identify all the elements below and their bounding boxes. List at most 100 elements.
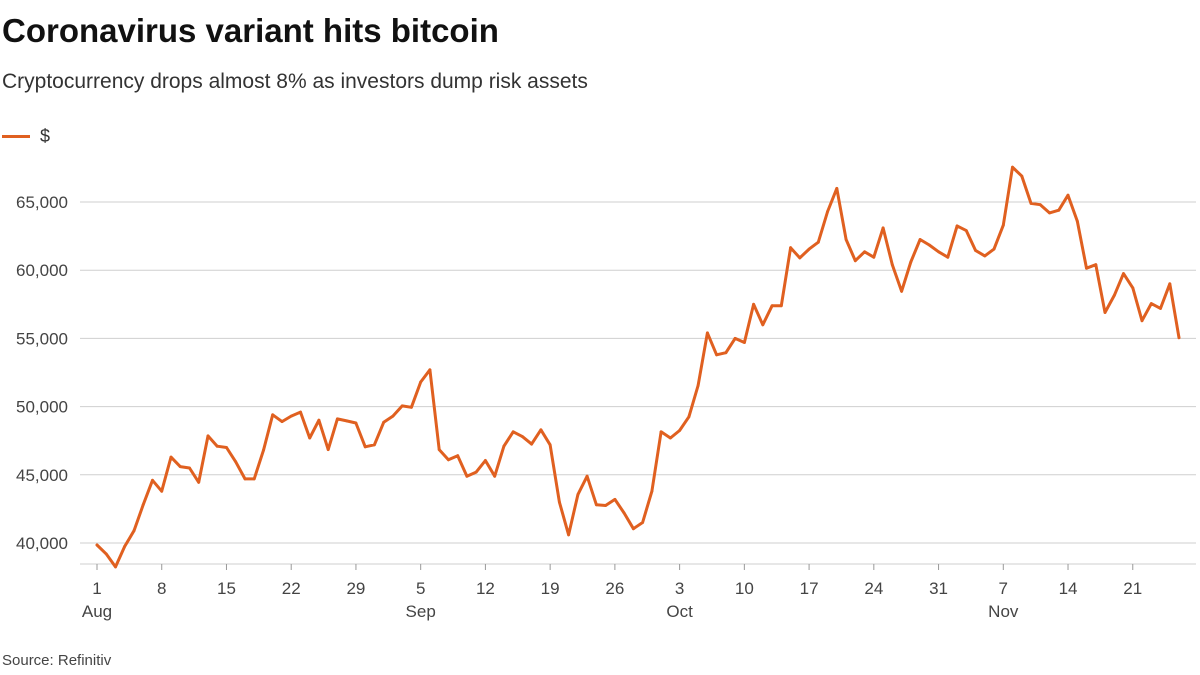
data-point bbox=[289, 414, 293, 418]
data-point bbox=[1020, 174, 1024, 178]
data-point bbox=[502, 444, 506, 448]
data-point bbox=[900, 289, 903, 293]
data-point bbox=[151, 478, 154, 482]
data-point bbox=[622, 511, 626, 515]
data-point bbox=[752, 302, 755, 306]
data-point bbox=[733, 337, 737, 340]
y-tick-label: 65,000 bbox=[16, 193, 68, 212]
data-point bbox=[1001, 223, 1005, 227]
data-point bbox=[983, 254, 987, 258]
data-point bbox=[743, 341, 746, 344]
data-point bbox=[770, 304, 774, 308]
x-tick-label: 14 bbox=[1059, 579, 1078, 598]
data-point bbox=[853, 259, 857, 263]
data-point bbox=[946, 255, 950, 259]
data-point bbox=[1131, 286, 1135, 290]
data-point bbox=[252, 477, 256, 481]
data-point bbox=[715, 353, 718, 357]
data-point bbox=[484, 459, 487, 462]
data-point bbox=[345, 419, 349, 423]
x-month-label: Aug bbox=[82, 602, 112, 621]
data-point bbox=[1075, 219, 1079, 223]
data-point bbox=[604, 504, 607, 507]
data-point bbox=[937, 250, 940, 254]
x-tick-label: 31 bbox=[929, 579, 948, 598]
data-point bbox=[336, 417, 339, 421]
data-point bbox=[160, 489, 164, 493]
x-month-label: Oct bbox=[666, 602, 693, 621]
data-point bbox=[511, 430, 515, 434]
y-tick-label: 55,000 bbox=[16, 329, 68, 348]
data-point bbox=[391, 414, 395, 418]
data-point bbox=[1103, 311, 1107, 314]
x-tick-label: 8 bbox=[157, 579, 166, 598]
data-point bbox=[558, 500, 561, 504]
data-point bbox=[317, 418, 321, 422]
data-point bbox=[641, 521, 644, 524]
series-line-price bbox=[95, 165, 1181, 569]
data-point bbox=[437, 448, 441, 451]
data-point bbox=[206, 434, 210, 438]
data-point bbox=[1038, 203, 1042, 207]
data-point bbox=[243, 477, 247, 481]
data-point bbox=[308, 436, 312, 440]
data-point bbox=[548, 443, 552, 447]
data-point bbox=[909, 260, 913, 264]
y-tick-label: 60,000 bbox=[16, 261, 68, 280]
chart-title: Coronavirus variant hits bitcoin bbox=[2, 12, 499, 49]
data-point bbox=[881, 226, 885, 230]
data-point bbox=[789, 246, 792, 250]
data-point bbox=[974, 249, 977, 252]
data-point bbox=[215, 444, 219, 448]
data-point bbox=[992, 247, 996, 251]
x-tick-label: 26 bbox=[605, 579, 624, 598]
data-point bbox=[816, 240, 820, 244]
data-point bbox=[493, 474, 497, 478]
data-point bbox=[687, 415, 691, 419]
data-point bbox=[382, 420, 386, 424]
x-tick-label: 21 bbox=[1123, 579, 1142, 598]
data-point bbox=[1094, 263, 1098, 267]
data-point bbox=[95, 543, 99, 547]
data-point bbox=[807, 247, 811, 251]
data-point bbox=[1122, 272, 1125, 275]
data-point bbox=[659, 430, 663, 434]
data-point bbox=[779, 304, 783, 308]
x-tick-label: 1 bbox=[92, 579, 101, 598]
data-point bbox=[595, 503, 598, 507]
data-point bbox=[456, 454, 460, 458]
data-point bbox=[890, 263, 894, 267]
data-point bbox=[1140, 319, 1144, 323]
y-tick-label: 45,000 bbox=[16, 466, 68, 485]
data-point bbox=[1011, 165, 1014, 169]
data-point bbox=[1112, 294, 1116, 297]
data-point bbox=[132, 529, 136, 533]
data-point bbox=[1177, 336, 1181, 340]
x-tick-label: 7 bbox=[999, 579, 1008, 598]
data-point bbox=[1066, 193, 1070, 197]
data-point bbox=[1159, 307, 1162, 310]
data-point bbox=[169, 455, 173, 459]
data-point bbox=[178, 465, 182, 468]
chart-subtitle: Cryptocurrency drops almost 8% as invest… bbox=[2, 70, 588, 93]
data-point bbox=[400, 404, 404, 408]
x-month-label: Nov bbox=[988, 602, 1019, 621]
data-point bbox=[1149, 302, 1153, 305]
x-tick-label: 15 bbox=[217, 579, 236, 598]
data-point bbox=[632, 527, 635, 531]
data-point bbox=[1085, 266, 1088, 270]
data-point bbox=[798, 256, 802, 260]
data-point bbox=[1168, 282, 1172, 286]
data-point bbox=[280, 420, 284, 423]
data-point bbox=[419, 380, 423, 384]
data-point bbox=[927, 243, 931, 247]
data-point bbox=[539, 428, 543, 432]
data-point bbox=[474, 470, 478, 474]
data-point bbox=[299, 410, 302, 414]
data-point bbox=[188, 466, 191, 470]
data-point bbox=[955, 224, 959, 228]
data-point bbox=[567, 533, 570, 537]
data-point bbox=[447, 458, 450, 462]
x-tick-label: 10 bbox=[735, 579, 754, 598]
